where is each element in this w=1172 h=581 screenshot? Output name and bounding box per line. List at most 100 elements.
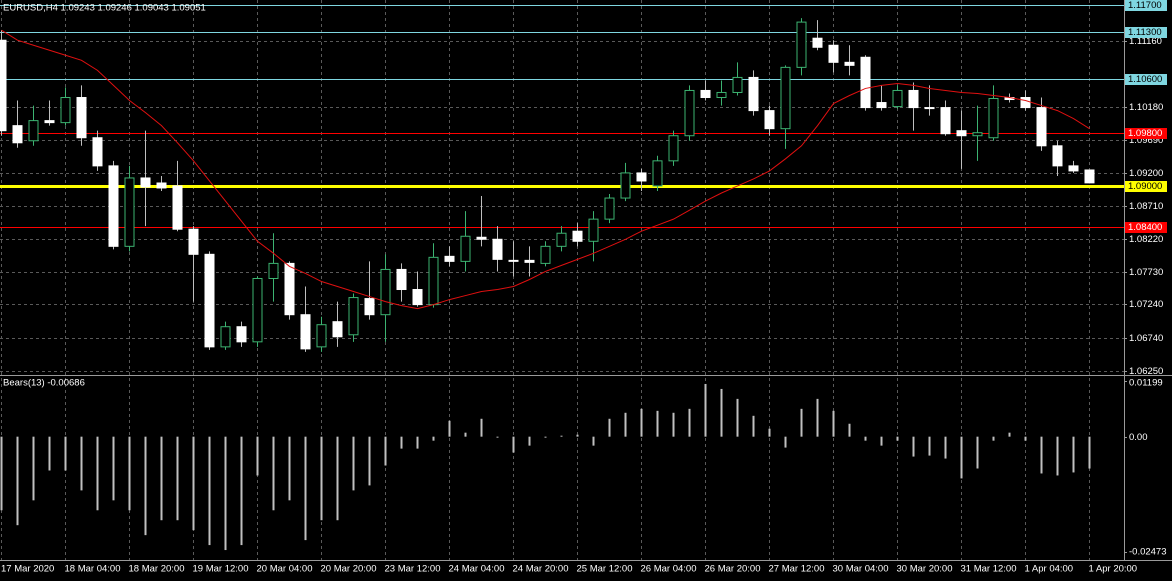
- moving-average: [1, 29, 1090, 310]
- candle-body: [12, 125, 23, 144]
- candle-body: [316, 324, 327, 348]
- level-label-box: [1125, 222, 1167, 233]
- candle-body: [540, 245, 551, 264]
- x-tick-label: 1 Apr 04:00: [1025, 564, 1074, 575]
- candle-body: [204, 253, 215, 348]
- level-label: 1.09000: [1128, 181, 1162, 192]
- candle-body: [300, 314, 311, 350]
- y-tick-label: 1.06250: [1129, 366, 1163, 377]
- candle-body: [124, 177, 135, 247]
- level-label-box: [1125, 27, 1167, 38]
- candle-body: [140, 177, 151, 188]
- y-tick-label: 1.09690: [1129, 135, 1163, 146]
- candle-body: [860, 56, 871, 109]
- candle-body: [380, 268, 391, 316]
- candle-body: [636, 172, 647, 182]
- candle-body: [364, 298, 375, 316]
- y-tick-label: -0.02473: [1129, 547, 1167, 558]
- candle-body: [1084, 169, 1095, 184]
- level-label: 1.09800: [1128, 128, 1162, 139]
- candle-body: [460, 235, 471, 262]
- x-tick-label: 30 Mar 04:00: [833, 564, 889, 575]
- candle-body: [844, 61, 855, 66]
- level-label: 1.08400: [1128, 222, 1162, 233]
- y-tick-label: 1.10180: [1129, 102, 1163, 113]
- x-tick-label: 18 Mar 20:00: [129, 564, 185, 575]
- candle-body: [684, 89, 695, 137]
- candle-body: [92, 137, 103, 167]
- y-tick-label: 0.01199: [1129, 378, 1163, 389]
- candle-body: [988, 98, 999, 139]
- candle-body: [668, 135, 679, 162]
- candle-body: [892, 89, 903, 108]
- candle-body: [908, 89, 919, 109]
- candle-body: [1068, 165, 1079, 172]
- candle-body: [220, 326, 231, 348]
- x-tick-label: 17 Mar 2020: [1, 564, 54, 575]
- level-label: 1.11700: [1128, 0, 1162, 11]
- candle-body: [508, 259, 519, 262]
- candle-body: [444, 255, 455, 262]
- candle-body: [156, 182, 167, 189]
- x-tick-label: 19 Mar 12:00: [193, 564, 249, 575]
- x-tick-label: 30 Mar 20:00: [897, 564, 953, 575]
- y-tick-label: 1.11160: [1129, 36, 1162, 47]
- candle-body: [476, 236, 487, 240]
- price-panel: [0, 0, 1127, 560]
- candle-body: [348, 297, 359, 336]
- candle-body: [652, 160, 663, 187]
- y-tick-label: 1.09200: [1129, 168, 1163, 179]
- candle-body: [44, 120, 55, 124]
- x-tick-label: 23 Mar 12:00: [385, 564, 441, 575]
- chart-title: EURUSD,H4 1.09243 1.09246 1.09043 1.0905…: [3, 3, 206, 14]
- x-tick-label: 20 Mar 04:00: [257, 564, 313, 575]
- candle-body: [748, 76, 759, 112]
- y-tick-label: 0.00: [1129, 432, 1148, 443]
- candle-body: [252, 277, 263, 343]
- candle-body: [428, 256, 439, 306]
- candle-body: [60, 97, 71, 124]
- y-tick-label: 1.07730: [1129, 267, 1163, 278]
- level-label: 1.10600: [1128, 74, 1162, 85]
- candle-body: [1052, 145, 1063, 167]
- level-label-box: [1125, 128, 1167, 139]
- candle-body: [188, 228, 199, 255]
- candle-body: [332, 321, 343, 338]
- candle-body: [972, 132, 983, 137]
- x-tick-label: 26 Mar 20:00: [705, 564, 761, 575]
- x-tick-label: 27 Mar 12:00: [769, 564, 825, 575]
- candle-body: [812, 37, 823, 48]
- candle-body: [876, 102, 887, 109]
- candle-body: [396, 268, 407, 291]
- candle-body: [172, 185, 183, 230]
- level-label-box: [1125, 74, 1167, 85]
- candle-body: [620, 172, 631, 199]
- candle-body: [956, 130, 967, 137]
- y-tick-label: 1.07240: [1129, 299, 1163, 310]
- y-tick-label: 1.08220: [1129, 234, 1163, 245]
- candle-body: [940, 107, 951, 135]
- level-label-box: [1125, 181, 1167, 192]
- candle-body: [1036, 107, 1047, 147]
- candle-body: [524, 259, 535, 263]
- candle-body: [732, 76, 743, 93]
- x-tick-label: 18 Mar 04:00: [65, 564, 121, 575]
- x-tick-label: 26 Mar 04:00: [641, 564, 697, 575]
- candle-body: [76, 97, 87, 139]
- y-tick-label: 1.08710: [1129, 201, 1163, 212]
- candle-body: [924, 107, 935, 110]
- level-label: 1.11300: [1128, 27, 1162, 38]
- candle-body: [700, 89, 711, 99]
- x-tick-label: 24 Mar 04:00: [449, 564, 505, 575]
- indicator-title: Bears(13) -0.00686: [3, 378, 85, 389]
- candle-body: [0, 39, 7, 132]
- x-tick-label: 20 Mar 20:00: [321, 564, 377, 575]
- candle-body: [764, 110, 775, 130]
- candle-body: [604, 197, 615, 220]
- candle-body: [28, 120, 39, 142]
- x-tick-label: 25 Mar 12:00: [577, 564, 633, 575]
- candle-body: [588, 218, 599, 242]
- candle-body: [828, 44, 839, 63]
